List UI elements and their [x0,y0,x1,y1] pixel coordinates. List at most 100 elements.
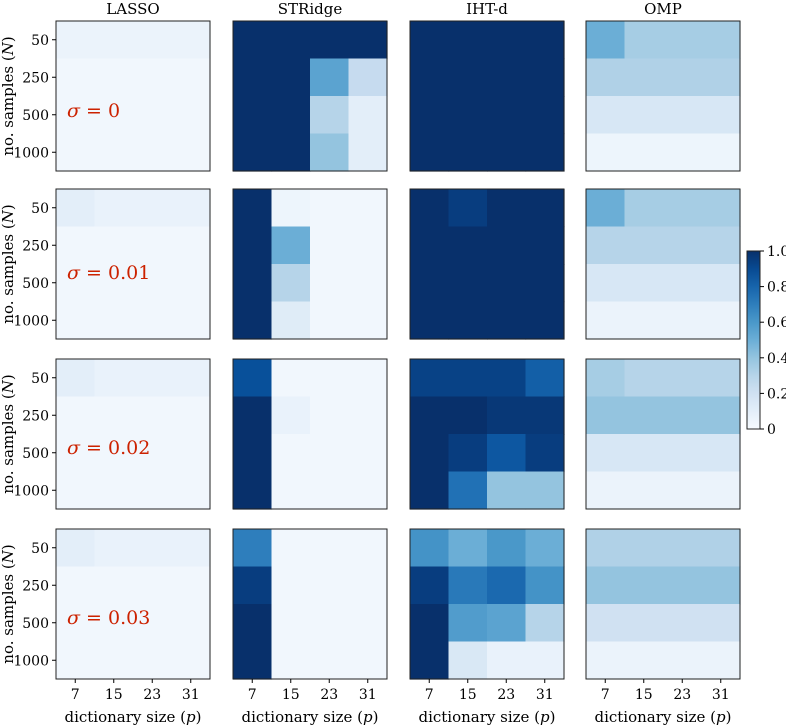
heat-cell [410,359,450,398]
y-tick-label: 1000 [13,483,49,499]
heat-cell [448,641,488,680]
colorbar-tick-label: 0.4 [767,351,786,367]
heat-cell [663,21,703,60]
heat-cell [233,133,273,172]
heat-cell [94,21,134,60]
panel-r3-c1: 7 15 23 31 [232,528,388,703]
heat-cell [701,133,741,172]
heat-cell [310,641,350,680]
heat-cell [487,566,527,605]
heat-cell [448,396,488,435]
heat-cell [171,58,211,97]
heat-cell [663,133,703,172]
heat-cell [525,359,565,398]
panel-r1-c2 [409,188,565,340]
heat-cell [133,189,173,228]
heat-cell [310,566,350,605]
heat-cell [701,264,741,303]
panel-frame [585,20,741,172]
heat-cell [663,434,703,473]
panel-r2-c3 [585,358,741,510]
heat-cell [448,471,488,510]
panel-frame [585,188,741,340]
heat-cell [310,21,350,60]
heat-cell [487,189,527,228]
heat-cell [56,264,96,303]
heat-cell [271,189,311,228]
heat-cell [171,189,211,228]
x-tick-label: 31 [182,687,200,703]
y-axis-labels: no. samples (N) no. samples (N) no. sample… [0,36,17,663]
heat-cell [271,566,311,605]
heat-cell [94,301,134,340]
heat-cell [133,21,173,60]
heat-cell [94,264,134,303]
heat-cell [410,604,450,643]
heat-cell [348,301,388,340]
heat-cell [586,434,626,473]
panel-frame [409,528,565,680]
heat-cell [410,396,450,435]
heat-cell [171,21,211,60]
panel-frame [232,358,388,510]
heat-cell [448,96,488,135]
heat-cell [233,434,273,473]
heat-cell [487,396,527,435]
heat-cell [701,359,741,398]
heat-cell [663,396,703,435]
x-tick-label: 31 [536,687,554,703]
heat-cell [663,529,703,568]
heat-cell [133,301,173,340]
heat-cell [171,264,211,303]
colorbar-tick-label: 0.8 [767,280,786,296]
heat-cell [271,226,311,265]
heat-cell [310,529,350,568]
heat-cell [133,58,173,97]
heat-cell [348,189,388,228]
heat-cell [487,96,527,135]
heat-cell [56,434,96,473]
heat-cell [624,189,664,228]
heat-cell [410,434,450,473]
heat-cell [410,96,450,135]
heat-cell [348,21,388,60]
heat-cell [624,471,664,510]
x-tick-label: 15 [282,687,300,703]
heat-cell [487,529,527,568]
x-tick-label: 23 [320,687,338,703]
heat-cell [233,21,273,60]
heat-cell [525,641,565,680]
method-titles: LASSO STRidge IHT-d OMP [106,0,682,18]
heat-cell [487,301,527,340]
heat-cell [663,301,703,340]
heat-cell [271,96,311,135]
panel-r0-c3 [585,20,741,172]
heat-cell [271,529,311,568]
heat-cell [171,226,211,265]
heat-cell [701,96,741,135]
panel-frame [55,358,211,510]
colorbar-tick-label: 0.6 [767,315,786,331]
heat-cell [94,96,134,135]
heat-cell [410,58,450,97]
heat-cell [586,301,626,340]
y-tick-label: 250 [22,238,49,254]
y-axis-label: no. samples (N) [0,544,17,663]
heat-cell [56,566,96,605]
heat-cell [233,96,273,135]
heat-cell [701,529,741,568]
y-tick-label: 500 [22,108,49,124]
heat-cell [487,58,527,97]
heat-cell [663,641,703,680]
panel-frame [409,358,565,510]
heat-cell [271,471,311,510]
y-tick-label: 250 [22,408,49,424]
heat-cell [410,301,450,340]
heat-cell [448,604,488,643]
heat-cell [94,58,134,97]
heat-cell [171,641,211,680]
sigma-label: σ = 0 [67,100,120,122]
sigma-label: σ = 0.01 [67,262,150,284]
heat-cell [271,359,311,398]
